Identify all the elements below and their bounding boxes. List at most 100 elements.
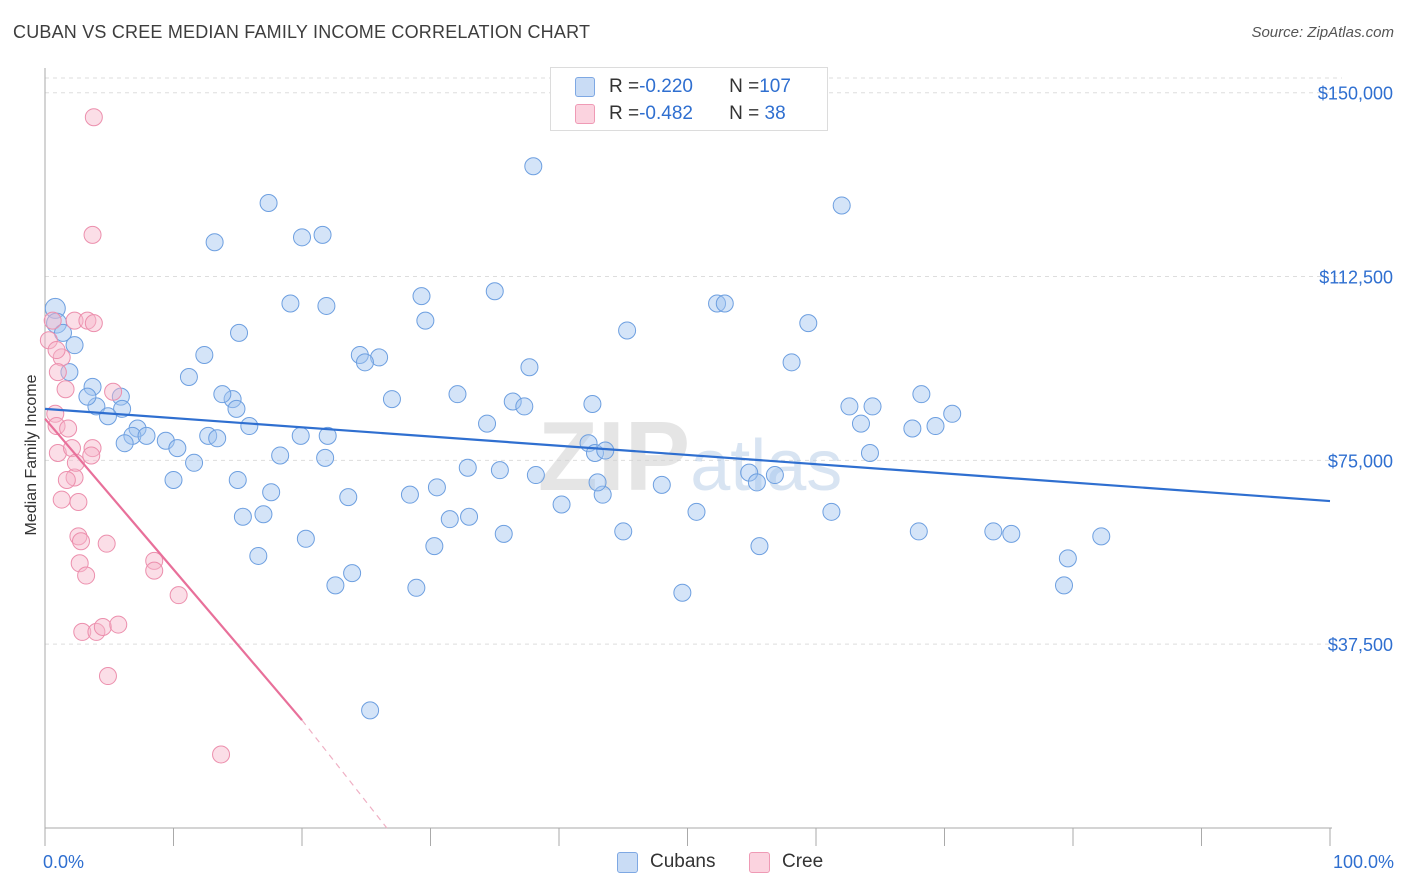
cubans-point [53, 323, 72, 342]
cree-point [145, 561, 164, 580]
cree-point [69, 527, 88, 546]
cubans-point [195, 345, 214, 364]
cubans-point [208, 429, 227, 448]
cree-point [39, 331, 58, 350]
cubans-point [903, 419, 922, 438]
cubans-point [926, 417, 945, 436]
cree-point [83, 439, 102, 458]
legend-swatch-cree [575, 104, 595, 124]
cree-point [145, 551, 164, 570]
cubans-point [240, 417, 259, 436]
legend-label-cubans: Cubans [650, 851, 716, 872]
cubans-point [614, 522, 633, 541]
cubans-point [1055, 576, 1074, 595]
cubans-point [361, 701, 380, 720]
data-points [39, 108, 1111, 764]
cubans-point [296, 529, 315, 548]
cubans-point [863, 397, 882, 416]
cubans-point [355, 353, 374, 372]
x-tick-label-min: 0.0% [43, 852, 85, 872]
cree-point [169, 586, 188, 605]
cubans-point [205, 233, 224, 252]
cubans-point [123, 426, 142, 445]
cubans-point [618, 321, 637, 340]
legend-label-cree: Cree [782, 851, 824, 872]
cubans-point [83, 377, 102, 396]
cubans-point [137, 426, 156, 445]
cree-point [104, 382, 123, 401]
cree-point [71, 532, 90, 551]
cubans-point [227, 399, 246, 418]
cubans-point [851, 414, 870, 433]
cree-point [43, 311, 62, 330]
cubans-point [254, 505, 273, 524]
cree-point [59, 419, 78, 438]
cubans-point [740, 463, 759, 482]
cree-point [48, 363, 67, 382]
cubans-point [673, 583, 692, 602]
cubans-point [317, 296, 336, 315]
cubans-point [840, 397, 859, 416]
cubans-point [313, 225, 332, 244]
cree-point [109, 615, 128, 634]
cubans-point [185, 453, 204, 472]
cubans-point [382, 390, 401, 409]
cubans-point [425, 537, 444, 556]
cubans-point [370, 348, 389, 367]
cubans-point [281, 294, 300, 313]
cubans-point [164, 470, 183, 489]
gridlines [45, 77, 1342, 645]
cubans-point [520, 358, 539, 377]
cubans-point [228, 470, 247, 489]
cubans-point [515, 397, 534, 416]
cree-point [97, 534, 116, 553]
legend-n-value: 107 [759, 76, 791, 97]
cree-point [77, 566, 96, 585]
cubans-point [213, 385, 232, 404]
cubans-point [583, 394, 602, 413]
cubans-point [318, 426, 337, 445]
cree-trend-extension [301, 719, 388, 829]
cree-point [65, 311, 84, 330]
cubans-point [448, 385, 467, 404]
legend-item-cubans: Cubans [617, 851, 716, 873]
cree-point [84, 108, 103, 127]
cubans-point [262, 483, 281, 502]
y-tick-label: $150,000 [1318, 84, 1393, 104]
cubans-point [552, 495, 571, 514]
source-label: Source: ZipAtlas.com [1251, 24, 1394, 41]
cubans-point [249, 546, 268, 565]
cubans-point [524, 157, 543, 176]
legend-n-label: N = [729, 76, 760, 97]
axes [44, 68, 1332, 846]
cree-point [212, 745, 231, 764]
cubans-point [588, 473, 607, 492]
cubans-point [115, 434, 134, 453]
series-legend: Cubans Cree [0, 851, 1406, 877]
cree-point [84, 314, 103, 333]
cree-point [48, 444, 67, 462]
cree-trend-line [44, 417, 303, 721]
cree-point [98, 667, 117, 686]
cubans-point [291, 426, 310, 445]
chart-title: CUBAN VS CREE MEDIAN FAMILY INCOME CORRE… [13, 22, 591, 42]
x-tick-label-max: 100.0% [1332, 852, 1394, 872]
cree-point [69, 493, 88, 512]
cubans-point [799, 314, 818, 333]
y-tick-label: $75,000 [1328, 451, 1393, 471]
cubans-point [943, 404, 962, 423]
cree-point [52, 490, 71, 509]
cubans-point [343, 564, 362, 583]
cubans-point [503, 392, 522, 411]
cubans-point [1002, 524, 1021, 543]
cubans-point [478, 414, 497, 433]
cubans-point [715, 294, 734, 313]
cubans-point [440, 510, 459, 529]
cubans-point [832, 196, 851, 215]
legend-swatch-cubans [617, 851, 638, 873]
cree-point [83, 225, 102, 244]
cubans-point [427, 478, 446, 497]
legend-n-label: N = [729, 103, 760, 124]
cubans-point [765, 466, 784, 485]
legend-row-cubans: R = -0.220 N = 107 [551, 75, 791, 99]
